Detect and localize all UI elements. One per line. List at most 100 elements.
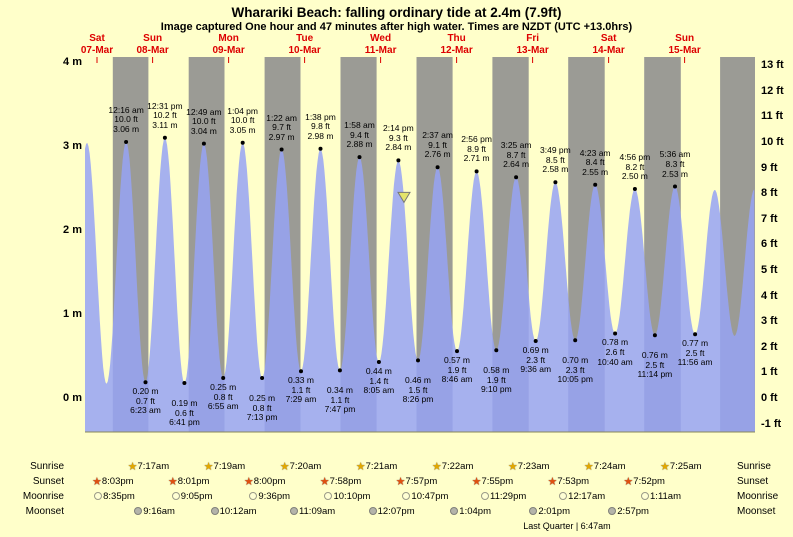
tide-extreme-dot	[318, 146, 323, 151]
y-axis-right-label: 13 ft	[761, 59, 784, 72]
y-axis-right-label: 9 ft	[761, 161, 778, 174]
sunrise-star-icon: ★	[583, 461, 594, 473]
y-axis-right-label: 7 ft	[761, 212, 778, 225]
tide-extreme-dot	[337, 368, 342, 373]
tide-extreme-dot	[553, 180, 558, 185]
sunrise-star-icon: ★	[203, 461, 214, 473]
moonrise-entry: 12:17am	[552, 491, 612, 502]
tide-high-label: 4:23 am 8.4 ft 2.55 m	[579, 147, 611, 177]
moonset-icon	[450, 507, 459, 515]
y-axis-right-label: 10 ft	[761, 135, 784, 148]
tide-high-label: 12:16 am 10.0 ft 3.06 m	[108, 104, 144, 134]
sunrise-star-icon: ★	[659, 461, 670, 473]
tide-curve	[85, 137, 755, 433]
tide-extreme-dot	[514, 175, 519, 180]
sunset-entry: ★7:57pm	[395, 476, 438, 488]
tide-extreme-dot	[533, 339, 538, 343]
sunset-entry: ★8:01pm	[167, 476, 210, 488]
moonset-label-left: Moonset	[25, 506, 64, 517]
sunrise-label-left: Sunrise	[30, 461, 64, 472]
y-axis-right-label: 5 ft	[761, 263, 778, 276]
moonrise-entry: 9:36pm	[240, 491, 300, 502]
tide-extreme-dot	[416, 358, 420, 363]
tide-extreme-dot	[299, 369, 303, 374]
moonset-icon	[608, 507, 617, 515]
tide-high-label: 3:49 pm 8.5 ft 2.58 m	[540, 145, 571, 175]
tide-high-label: 1:04 pm 10.0 ft 3.05 m	[227, 105, 258, 135]
y-axis-right-label: 6 ft	[761, 238, 778, 251]
tide-extreme-dot	[494, 348, 499, 353]
moonrise-icon	[324, 492, 333, 500]
y-axis-left-label: 1 m	[63, 308, 82, 320]
tide-low-label: 0.58 m 1.9 ft 9:10 pm	[480, 365, 512, 395]
current-tide-marker	[397, 191, 411, 204]
sunrise-entry: ★7:19am	[203, 461, 246, 473]
tide-high-label: 5:36 am 8.3 ft 2.53 m	[659, 149, 691, 179]
day-label: Thu 12-Mar	[440, 33, 473, 56]
tide-extreme-dot	[162, 135, 167, 140]
tide-high-label: 1:22 am 9.7 ft 2.97 m	[266, 112, 297, 142]
tide-low-label: 0.34 m 1.1 ft 7:47 pm	[324, 385, 356, 415]
sunset-entry: ★8:00pm	[243, 476, 286, 488]
tide-high-label: 2:56 pm 8.9 ft 2.71 m	[461, 134, 492, 164]
tide-high-label: 2:14 pm 9.3 ft 2.84 m	[382, 123, 414, 153]
tide-extreme-dot	[693, 332, 698, 337]
tide-extreme-dot	[143, 380, 148, 385]
moonrise-entry: 1:11am	[631, 491, 691, 502]
day-label: Sun 15-Mar	[668, 33, 701, 56]
tide-extreme-dot	[221, 376, 226, 380]
tide-extreme-dot	[182, 381, 187, 385]
y-axis-right-label: 8 ft	[761, 187, 778, 200]
sunset-star-icon: ★	[395, 476, 406, 488]
moonrise-entry: 9:05pm	[162, 491, 222, 502]
moonset-entry: 12:07pm	[362, 506, 422, 517]
tide-high-label: 4:56 pm 8.2 ft 2.50 m	[619, 152, 651, 182]
sunset-label-left: Sunset	[32, 476, 64, 487]
moonset-entry: 1:04pm	[441, 506, 501, 517]
moonrise-entry: 10:47pm	[395, 491, 455, 502]
moonrise-entry: 8:35pm	[84, 491, 144, 502]
tide-low-label: 0.77 m 2.5 ft 11:56 am	[677, 338, 713, 368]
sunrise-star-icon: ★	[507, 461, 518, 473]
tide-low-label: 0.69 m 2.3 ft 9:36 am	[520, 345, 552, 375]
sunrise-entry: ★7:20am	[279, 461, 322, 473]
y-axis-right-label: 4 ft	[761, 289, 778, 302]
tide-low-label: 0.20 m 0.7 ft 6:23 am	[130, 386, 161, 416]
tide-low-label: 0.46 m 1.5 ft 8:26 pm	[402, 375, 434, 405]
moonset-icon	[210, 507, 219, 515]
moonrise-entry: 11:29pm	[474, 491, 534, 502]
tide-extreme-dot	[632, 187, 637, 191]
sunset-entry: ★7:52pm	[623, 476, 665, 488]
sunset-entry: ★7:53pm	[547, 476, 590, 488]
tide-high-label: 1:58 am 9.4 ft 2.88 m	[344, 120, 375, 150]
sunrise-entry: ★7:17am	[127, 461, 170, 473]
tide-low-label: 0.57 m 1.9 ft 8:46 am	[441, 355, 473, 385]
sunset-entry: ★8:03pm	[91, 476, 134, 488]
sunset-label-right: Sunset	[737, 476, 769, 487]
tide-high-label: 3:25 am 8.7 ft 2.64 m	[500, 140, 532, 170]
tide-high-label: 1:38 pm 9.8 ft 2.98 m	[305, 111, 336, 141]
moonset-label-right: Moonset	[737, 506, 776, 517]
moonrise-icon	[559, 492, 568, 500]
tide-extreme-dot	[376, 360, 381, 364]
moonset-icon	[134, 507, 143, 515]
moonset-entry: 2:01pm	[520, 506, 580, 517]
sunrise-entry: ★7:23am	[507, 461, 550, 473]
tide-extreme-dot	[435, 165, 440, 170]
tide-high-label: 12:31 pm 10.2 ft 3.11 m	[147, 100, 183, 130]
moonset-entry: 10:12am	[204, 506, 264, 517]
tide-extreme-dot	[357, 155, 362, 160]
y-axis-right-label: 2 ft	[761, 340, 778, 353]
moonset-entry: 11:09am	[283, 506, 343, 517]
sunset-entry: ★7:58pm	[319, 476, 362, 488]
moonrise-entry: 10:10pm	[317, 491, 377, 502]
moonrise-icon	[171, 492, 180, 500]
moonrise-icon	[249, 492, 258, 500]
day-label: Tue 10-Mar	[288, 33, 321, 56]
page-title: Wharariki Beach: falling ordinary tide a…	[231, 5, 562, 20]
day-label: Sat 14-Mar	[592, 33, 625, 56]
sunrise-entry: ★7:21am	[355, 461, 398, 473]
sunset-star-icon: ★	[319, 476, 330, 488]
sunset-star-icon: ★	[91, 476, 102, 488]
tide-high-label: 12:49 am 10.0 ft 3.04 m	[186, 106, 222, 136]
